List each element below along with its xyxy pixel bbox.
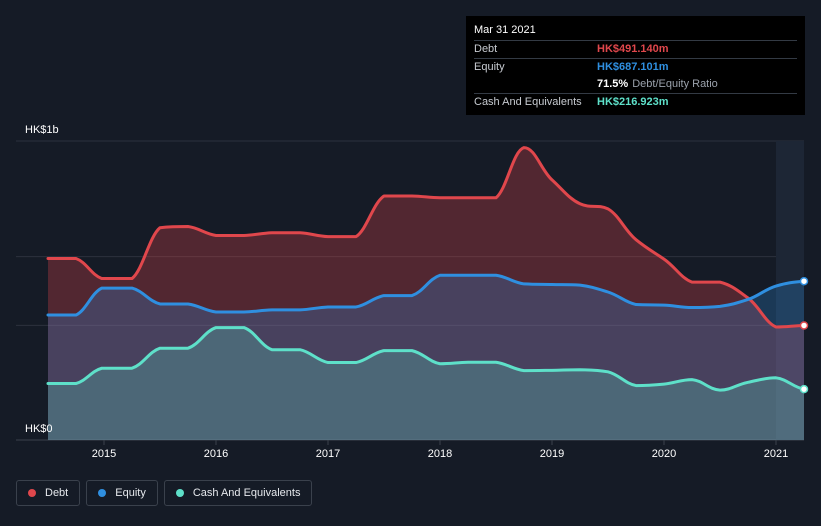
x-tick-label: 2016 xyxy=(204,448,228,460)
x-tick-label: 2020 xyxy=(652,448,676,460)
marker-layer xyxy=(799,276,809,394)
highlight-layer xyxy=(776,141,804,440)
tooltip-ratio-value: 71.5% xyxy=(597,78,629,90)
tooltip-cash-value: HK$216.923m xyxy=(597,96,669,108)
x-tick-label: 2021 xyxy=(764,448,788,460)
legend-item-cash[interactable]: Cash And Equivalents xyxy=(163,480,313,506)
debt-area xyxy=(48,147,804,440)
x-tick-label: 2018 xyxy=(428,448,452,460)
legend-label-cash: Cash And Equivalents xyxy=(192,487,301,499)
x-tick-label: 2017 xyxy=(316,448,340,460)
y-axis-bottom-label: HK$0 xyxy=(25,423,53,435)
chart-legend: Debt Equity Cash And Equivalents xyxy=(16,480,313,507)
tooltip-cash-label: Cash And Equivalents xyxy=(474,96,582,108)
area-layer xyxy=(48,147,804,440)
tooltip-equity-label: Equity xyxy=(474,61,505,73)
highlight-region xyxy=(776,141,804,440)
equity-line xyxy=(46,273,806,317)
cash-and-equivalents-line xyxy=(46,326,806,392)
grid-layer xyxy=(16,140,804,441)
tooltip-equity-value: HK$687.101m xyxy=(597,61,669,73)
legend-item-equity[interactable]: Equity xyxy=(86,480,158,506)
debt-legend-dot-icon xyxy=(28,489,36,497)
legend-label-debt: Debt xyxy=(45,487,69,499)
tooltip-debt-label: Debt xyxy=(474,43,498,55)
legend-item-debt[interactable]: Debt xyxy=(16,480,81,506)
cash-legend-dot-icon xyxy=(175,489,184,497)
tooltip: Mar 31 2021 Debt HK$491.140m Equity HK$6… xyxy=(466,16,805,115)
tooltip-date: Mar 31 2021 xyxy=(474,24,536,36)
cash-and-equivalents-area xyxy=(48,327,804,440)
legend-label-equity: Equity xyxy=(115,487,146,499)
equity-end-marker xyxy=(799,276,809,286)
debt-end-marker xyxy=(799,321,809,330)
tooltip-cash-row: Cash And Equivalents HK$216.923m xyxy=(474,93,797,111)
y-axis-top-label: HK$1b xyxy=(25,124,59,136)
x-tick-label: 2015 xyxy=(92,448,116,460)
tooltip-ratio-label: Debt/Equity Ratio xyxy=(632,78,718,90)
x-tick-label: 2019 xyxy=(540,448,564,460)
debt-line xyxy=(46,146,806,329)
tooltip-ratio-row: 71.5% Debt/Equity Ratio xyxy=(474,76,797,93)
tooltip-debt-row: Debt HK$491.140m xyxy=(474,40,797,58)
equity-legend-dot-icon xyxy=(98,489,107,497)
tooltip-debt-value: HK$491.140m xyxy=(597,43,669,55)
cash-and-equivalents-end-marker xyxy=(799,384,809,394)
line-layer xyxy=(46,146,806,392)
x-axis-ticks: 2015 2016 2017 2018 2019 2020 2021 xyxy=(92,440,788,460)
tooltip-equity-row: Equity HK$687.101m xyxy=(474,58,797,76)
